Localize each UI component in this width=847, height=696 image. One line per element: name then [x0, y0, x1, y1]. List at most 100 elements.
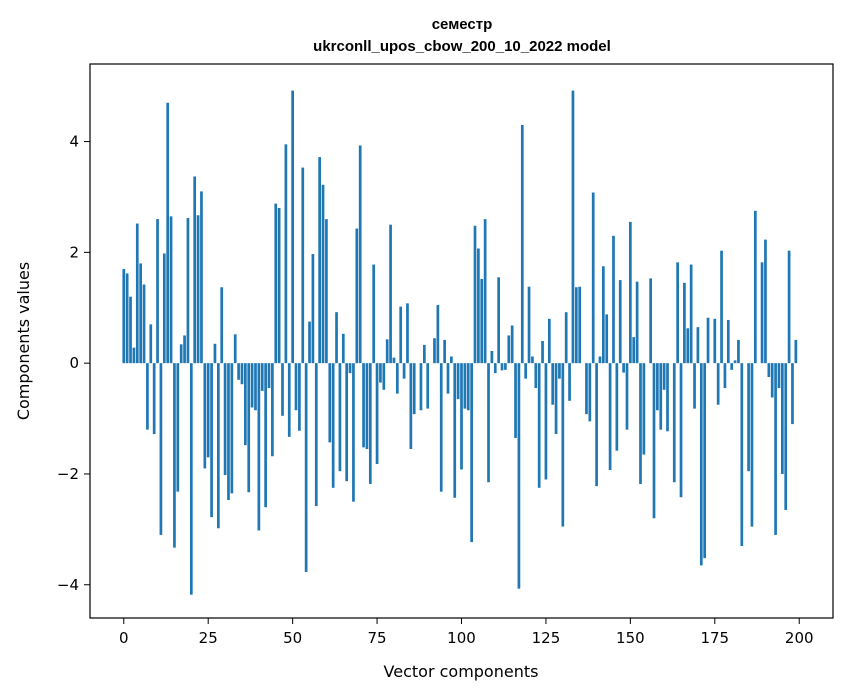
bar-27 [213, 343, 217, 364]
bar-164 [676, 262, 679, 364]
bar-165 [679, 363, 683, 498]
x-tick-label: 150 [616, 629, 645, 647]
bar-38 [250, 363, 254, 408]
bar-112 [500, 363, 504, 371]
bar-113 [504, 363, 507, 370]
bar-95 [443, 339, 446, 364]
bar-51 [294, 363, 298, 411]
bar-45 [274, 203, 278, 364]
bar-62 [331, 363, 335, 488]
x-tick-label: 75 [368, 629, 387, 647]
bar-111 [497, 277, 500, 364]
bar-180 [730, 363, 734, 370]
bar-7 [146, 363, 149, 430]
bar-177 [720, 250, 723, 364]
bar-196 [784, 363, 788, 510]
bar-137 [585, 363, 588, 415]
x-tick-label: 50 [283, 629, 302, 647]
bar-89 [423, 344, 426, 364]
bar-117 [517, 363, 521, 589]
bar-101 [463, 363, 467, 409]
bar-25 [206, 363, 210, 458]
bar-28 [216, 363, 220, 529]
bar-54 [304, 363, 308, 573]
bar-24 [203, 363, 207, 469]
y-tick-label: 2 [69, 243, 79, 261]
bar-69 [355, 228, 359, 364]
bar-73 [368, 363, 372, 484]
bar-127 [551, 363, 555, 405]
bar-199 [794, 339, 798, 364]
bar-48 [284, 144, 288, 364]
bar-166 [683, 282, 686, 364]
bar-105 [477, 248, 480, 364]
bar-115 [510, 325, 514, 364]
bar-81 [395, 363, 399, 394]
bar-140 [595, 363, 598, 487]
bar-76 [379, 363, 382, 383]
x-axis-label: Vector components [384, 662, 539, 681]
bar-80 [392, 357, 396, 364]
bar-150 [629, 221, 632, 364]
bar-22 [196, 215, 200, 364]
bar-14 [169, 216, 173, 364]
bar-86 [412, 363, 416, 415]
bar-88 [419, 363, 423, 411]
bar-23 [200, 191, 203, 364]
bar-46 [277, 208, 281, 364]
bar-2 [129, 296, 132, 364]
bar-65 [341, 333, 345, 364]
bar-160 [662, 363, 666, 390]
bar-131 [564, 312, 568, 364]
bar-198 [791, 363, 794, 425]
bar-53 [301, 167, 305, 364]
chart-title-line-1: семестр [432, 16, 493, 33]
bar-104 [473, 225, 477, 364]
bar-157 [652, 363, 656, 519]
bar-72 [365, 363, 369, 450]
bar-18 [183, 335, 186, 364]
bar-74 [372, 264, 376, 364]
y-axis-ticks: −4 −2 0 2 4 [57, 133, 90, 594]
bar-129 [558, 363, 561, 379]
bar-195 [780, 363, 784, 474]
bar-30 [223, 363, 227, 476]
bar-186 [750, 363, 754, 527]
bar-36 [244, 363, 247, 446]
bar-130 [561, 363, 565, 527]
bar-159 [659, 363, 663, 430]
bar-64 [338, 363, 342, 472]
chart-title-line-2: ukrconll_upos_cbow_200_10_2022 model [313, 38, 611, 55]
bar-19 [186, 218, 190, 364]
bar-120 [527, 286, 531, 364]
bar-189 [760, 262, 764, 364]
x-axis-ticks: 0 25 50 75 100 125 150 175 200 [119, 618, 814, 647]
bar-100 [460, 363, 463, 470]
bar-67 [348, 363, 352, 374]
bar-5 [139, 263, 143, 364]
bar-106 [480, 278, 484, 364]
bar-1 [125, 273, 129, 364]
bar-170 [696, 327, 700, 364]
y-axis-label: Components values [14, 262, 33, 420]
bar-35 [240, 363, 244, 385]
bar-4 [135, 223, 139, 364]
bar-176 [716, 363, 720, 405]
bar-82 [399, 306, 403, 364]
bar-94 [439, 363, 443, 492]
bar-3 [132, 347, 136, 364]
bar-9 [152, 363, 156, 435]
bar-70 [358, 145, 362, 364]
bar-161 [666, 363, 669, 432]
bar-39 [254, 363, 257, 411]
bar-133 [571, 90, 575, 364]
bar-90 [426, 363, 430, 409]
bar-151 [632, 337, 636, 364]
bar-183 [740, 363, 744, 546]
bar-52 [298, 363, 301, 431]
bar-71 [362, 363, 365, 448]
bar-102 [466, 363, 470, 411]
bar-109 [490, 350, 494, 364]
bar-118 [520, 124, 524, 364]
